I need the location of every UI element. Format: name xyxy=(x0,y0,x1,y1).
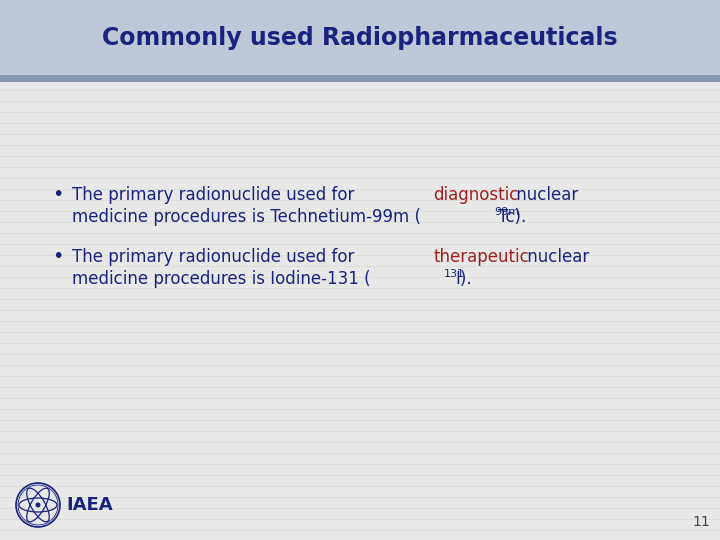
Text: 11: 11 xyxy=(692,515,710,529)
Text: •: • xyxy=(52,247,63,266)
Text: medicine procedures is Iodine-131 (: medicine procedures is Iodine-131 ( xyxy=(72,270,371,288)
Text: 131: 131 xyxy=(444,269,465,279)
Text: Tc).: Tc). xyxy=(498,208,527,226)
Text: I).: I). xyxy=(455,270,472,288)
FancyBboxPatch shape xyxy=(0,75,720,82)
Text: The primary radionuclide used for: The primary radionuclide used for xyxy=(72,186,359,204)
Text: Commonly used Radiopharmaceuticals: Commonly used Radiopharmaceuticals xyxy=(102,25,618,50)
Text: •: • xyxy=(52,185,63,204)
Circle shape xyxy=(35,503,40,508)
Text: nuclear: nuclear xyxy=(522,248,589,266)
Text: IAEA: IAEA xyxy=(66,496,112,514)
Text: 99m: 99m xyxy=(495,207,520,217)
FancyBboxPatch shape xyxy=(0,0,720,75)
Text: nuclear: nuclear xyxy=(511,186,579,204)
Text: medicine procedures is Technetium-99m (: medicine procedures is Technetium-99m ( xyxy=(72,208,421,226)
Text: diagnostic: diagnostic xyxy=(433,186,519,204)
Text: therapeutic: therapeutic xyxy=(433,248,529,266)
Text: The primary radionuclide used for: The primary radionuclide used for xyxy=(72,248,359,266)
